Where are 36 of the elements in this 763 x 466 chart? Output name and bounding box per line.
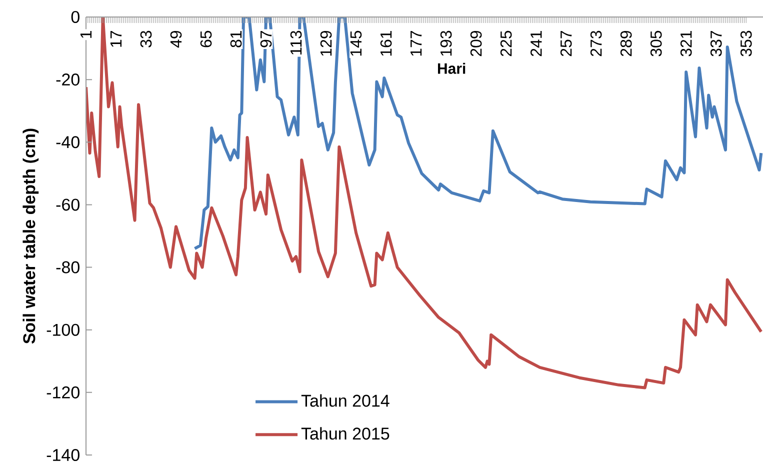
x-tick-label: 241 — [530, 30, 542, 56]
y-tick-label: 0 — [71, 10, 80, 24]
x-tick-label: 353 — [740, 30, 752, 56]
x-tick-label: 161 — [380, 30, 392, 56]
x-tick-label: 49 — [170, 30, 182, 48]
y-tick-label: -40 — [56, 136, 80, 148]
x-tick-label: 225 — [500, 30, 512, 56]
x-tick-label: 321 — [680, 30, 692, 56]
legend-label: Tahun 2014 — [301, 394, 390, 407]
line-series — [193, 16, 763, 250]
legend-label: Tahun 2015 — [301, 427, 390, 440]
y-tick-label: -120 — [46, 386, 80, 398]
x-tick-label: 65 — [200, 30, 212, 48]
x-tick-label: 1 — [80, 30, 92, 38]
y-tick-label: -80 — [56, 261, 80, 274]
x-tick-label: 209 — [470, 30, 482, 56]
x-tick-label: 145 — [350, 30, 362, 56]
x-tick-label: 289 — [620, 30, 632, 56]
x-tick-label: 17 — [110, 31, 122, 47]
x-tick-label: 129 — [320, 30, 332, 56]
y-tick-label: -100 — [46, 324, 80, 336]
x-tick-label: 305 — [650, 30, 662, 56]
x-tick-label: 337 — [710, 31, 722, 56]
y-tick-label: -20 — [56, 74, 80, 86]
y-tick-label: -60 — [56, 198, 80, 211]
x-axis-title: Hari — [438, 62, 466, 74]
x-tick-label: 177 — [410, 31, 422, 56]
x-tick-label: 193 — [440, 30, 452, 56]
y-tick-label: -140 — [46, 448, 80, 462]
x-tick-label: 257 — [560, 31, 572, 56]
y-axis-title: Soil water table depth (cm) — [22, 128, 39, 344]
x-tick-label: 113 — [290, 30, 302, 54]
x-tick-label: 81 — [230, 30, 242, 48]
x-tick-label: 97 — [260, 31, 272, 48]
x-tick-label: 273 — [590, 30, 602, 56]
x-tick-label: 33 — [140, 30, 152, 48]
